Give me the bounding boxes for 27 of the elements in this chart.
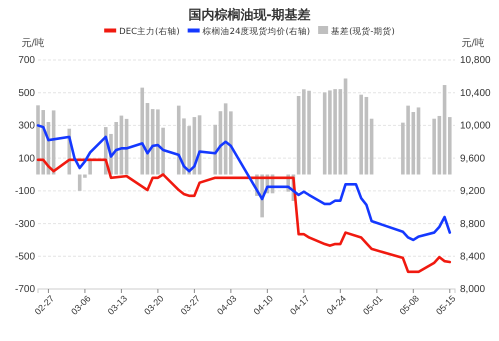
y-tick-label: 300 [18,120,36,132]
y2-tick-label: 9,600 [460,153,486,164]
y2-tick-label: 10,000 [460,120,492,132]
bar [370,118,374,174]
y2-axis-title: 元/吨 [461,37,485,49]
y2-tick-label: 8,800 [460,218,486,230]
bar [307,90,311,174]
bar [124,118,128,174]
y2-tick-label: 10,800 [460,55,492,66]
legend-label: 基差(现货-期货) [331,26,395,37]
legend-label: DEC主力(右轴) [119,26,180,37]
y-tick-label: -300 [14,218,36,230]
chart-title: 国内棕榈油现-期基差 [188,7,311,23]
y2-tick-label: 8,400 [460,251,486,262]
y-tick-label: -700 [14,284,36,296]
y2-tick-label: 8,000 [460,284,486,296]
bar [401,122,405,174]
y-tick-label: -500 [14,251,36,262]
y2-tick-label: 10,400 [460,88,492,99]
legend-label: 棕榈油24度现货均价(右轴) [202,26,310,37]
y-tick-label: 100 [18,153,36,164]
y-axis-title: 元/吨 [21,37,45,49]
y2-tick-label: 9,200 [460,186,486,198]
y-tick-label: 500 [18,88,36,99]
y-tick-label: 700 [18,55,36,66]
y-tick-label: -100 [14,186,36,198]
bar [161,128,165,174]
